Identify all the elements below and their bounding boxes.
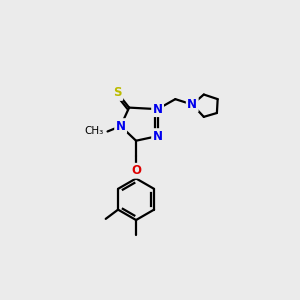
Text: N: N [153,103,163,116]
Text: CH₃: CH₃ [85,127,104,136]
Text: O: O [131,164,141,177]
Text: N: N [187,98,197,111]
Text: N: N [153,130,163,142]
Text: S: S [113,86,122,100]
Text: N: N [116,120,126,133]
